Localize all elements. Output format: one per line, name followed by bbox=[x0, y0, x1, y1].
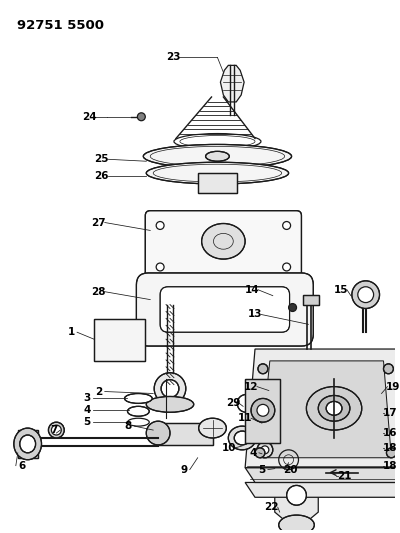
Polygon shape bbox=[275, 480, 318, 522]
Circle shape bbox=[352, 281, 380, 309]
Ellipse shape bbox=[146, 162, 289, 184]
Bar bbox=[18, 430, 38, 458]
Circle shape bbox=[156, 222, 164, 229]
Ellipse shape bbox=[306, 386, 362, 430]
Ellipse shape bbox=[228, 426, 256, 450]
Circle shape bbox=[156, 263, 164, 271]
Circle shape bbox=[257, 405, 269, 416]
Circle shape bbox=[287, 486, 306, 505]
Circle shape bbox=[283, 263, 290, 271]
Ellipse shape bbox=[14, 428, 42, 460]
Text: 5: 5 bbox=[258, 465, 266, 474]
FancyBboxPatch shape bbox=[136, 273, 313, 346]
FancyBboxPatch shape bbox=[145, 211, 302, 282]
Polygon shape bbox=[245, 349, 400, 467]
Text: 2: 2 bbox=[95, 386, 102, 397]
Ellipse shape bbox=[199, 418, 226, 438]
Polygon shape bbox=[260, 361, 391, 458]
Ellipse shape bbox=[146, 421, 170, 445]
Bar bbox=[18, 430, 38, 458]
Text: 16: 16 bbox=[383, 428, 398, 438]
Text: 10: 10 bbox=[222, 443, 236, 453]
Circle shape bbox=[255, 448, 265, 458]
Ellipse shape bbox=[20, 435, 36, 453]
Text: 5: 5 bbox=[83, 417, 91, 427]
Text: 4: 4 bbox=[83, 405, 91, 415]
Ellipse shape bbox=[326, 401, 342, 415]
Polygon shape bbox=[220, 66, 244, 102]
Bar bbox=[158, 423, 212, 445]
Circle shape bbox=[384, 364, 393, 374]
Bar bbox=[304, 295, 319, 304]
Polygon shape bbox=[245, 482, 400, 497]
Bar bbox=[264, 384, 274, 391]
Text: 26: 26 bbox=[94, 171, 109, 181]
Text: 23: 23 bbox=[166, 52, 180, 62]
Bar bbox=[158, 423, 212, 445]
Ellipse shape bbox=[146, 397, 194, 413]
Text: 27: 27 bbox=[92, 217, 106, 228]
Bar bbox=[245, 378, 280, 443]
Polygon shape bbox=[245, 467, 400, 482]
Ellipse shape bbox=[257, 442, 273, 458]
Text: 24: 24 bbox=[82, 112, 96, 122]
Text: 14: 14 bbox=[245, 285, 259, 295]
Text: 7: 7 bbox=[51, 425, 58, 435]
Circle shape bbox=[283, 222, 290, 229]
Text: 8: 8 bbox=[125, 421, 132, 431]
Text: 18: 18 bbox=[383, 461, 398, 471]
Circle shape bbox=[358, 287, 374, 303]
Circle shape bbox=[161, 379, 179, 398]
Text: 25: 25 bbox=[94, 154, 109, 164]
Bar bbox=[245, 378, 280, 443]
Circle shape bbox=[386, 448, 396, 458]
Circle shape bbox=[137, 113, 145, 120]
Text: 13: 13 bbox=[248, 310, 262, 319]
Text: 29: 29 bbox=[226, 398, 240, 408]
Circle shape bbox=[258, 364, 268, 374]
Text: 21: 21 bbox=[337, 471, 351, 481]
Text: 92751 5500: 92751 5500 bbox=[17, 19, 104, 32]
Bar bbox=[198, 173, 237, 193]
Text: 19: 19 bbox=[386, 382, 400, 392]
Text: 9: 9 bbox=[180, 465, 188, 474]
Circle shape bbox=[251, 399, 275, 422]
Ellipse shape bbox=[261, 446, 269, 454]
Ellipse shape bbox=[318, 395, 350, 421]
Bar bbox=[304, 295, 319, 304]
Text: 28: 28 bbox=[92, 287, 106, 297]
Text: 11: 11 bbox=[238, 413, 252, 423]
Bar bbox=[198, 173, 237, 193]
Circle shape bbox=[289, 304, 296, 311]
Ellipse shape bbox=[128, 406, 149, 416]
Ellipse shape bbox=[51, 425, 61, 435]
Text: 1: 1 bbox=[68, 327, 75, 337]
Text: 6: 6 bbox=[18, 461, 25, 471]
Text: 12: 12 bbox=[244, 382, 258, 392]
Text: 17: 17 bbox=[383, 408, 398, 418]
Ellipse shape bbox=[258, 414, 266, 422]
Bar bbox=[264, 384, 274, 391]
Ellipse shape bbox=[279, 515, 314, 533]
Ellipse shape bbox=[206, 151, 229, 161]
Text: 3: 3 bbox=[83, 393, 91, 403]
FancyBboxPatch shape bbox=[160, 287, 290, 332]
Ellipse shape bbox=[253, 409, 271, 427]
Ellipse shape bbox=[202, 223, 245, 259]
Ellipse shape bbox=[124, 393, 152, 403]
Text: 15: 15 bbox=[334, 285, 348, 295]
Text: 4: 4 bbox=[249, 448, 257, 458]
Text: 22: 22 bbox=[264, 502, 279, 512]
Ellipse shape bbox=[48, 422, 64, 438]
Text: 20: 20 bbox=[283, 465, 298, 474]
Bar bbox=[94, 319, 145, 361]
Circle shape bbox=[154, 373, 186, 405]
Ellipse shape bbox=[234, 431, 250, 445]
Bar bbox=[94, 319, 145, 361]
Text: 18: 18 bbox=[383, 443, 398, 453]
Ellipse shape bbox=[143, 144, 292, 168]
